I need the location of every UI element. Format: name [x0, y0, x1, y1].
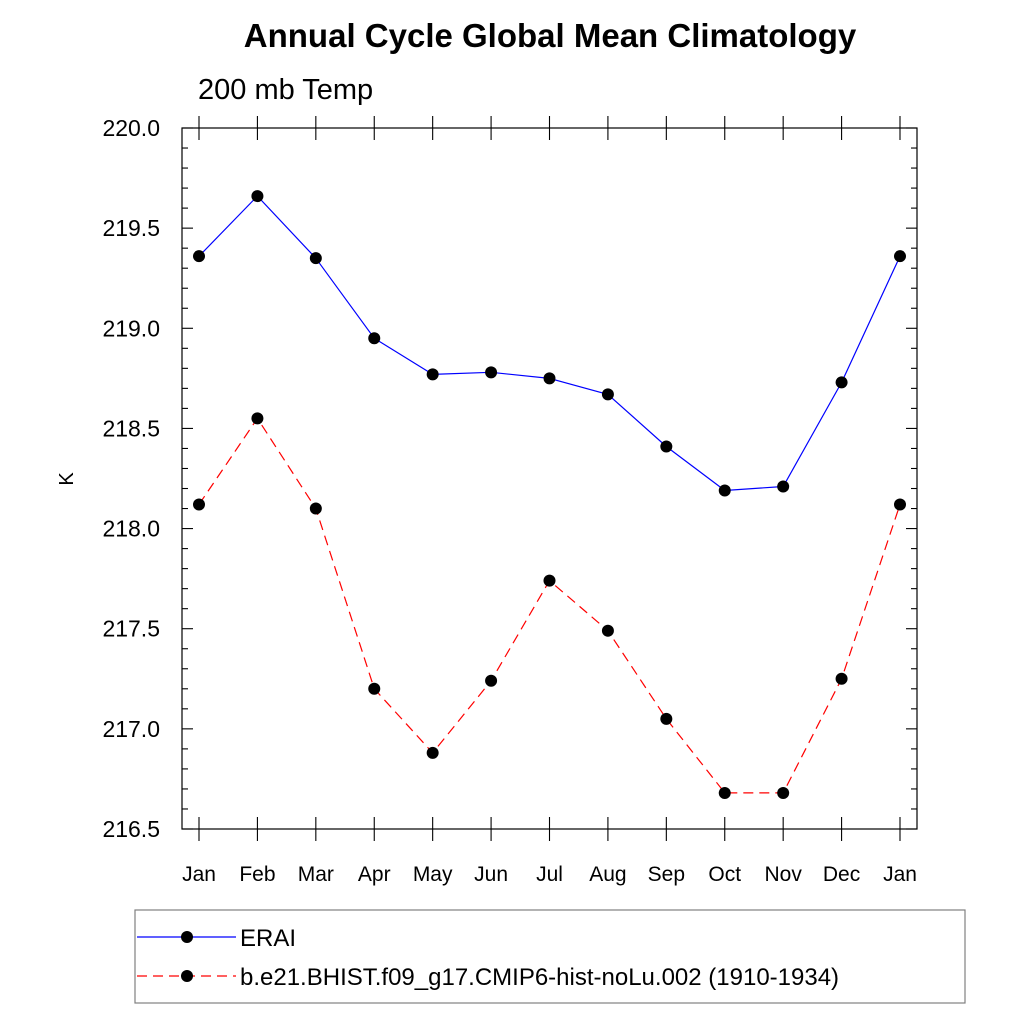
y-axis-label: K — [56, 472, 78, 486]
series-line-1 — [198, 195, 901, 492]
x-tick-label: Nov — [764, 863, 802, 886]
x-tick-label: Jan — [883, 863, 917, 886]
y-tick-label: 219.5 — [102, 215, 160, 241]
legend-label-2: b.e21.BHIST.f09_g17.CMIP6-hist-noLu.002 … — [240, 964, 839, 991]
x-tick-label: May — [413, 863, 453, 886]
series-1-point — [835, 376, 848, 389]
chart-subtitle: 200 mb Temp — [198, 74, 373, 106]
series-2-point — [894, 498, 906, 511]
x-tick-label: Aug — [589, 863, 626, 886]
y-tick-label: 219.0 — [102, 315, 160, 341]
x-tick-label: Dec — [823, 863, 860, 886]
x-tick-label: Apr — [358, 863, 391, 886]
x-tick-label: Mar — [298, 863, 334, 886]
series-2-point — [660, 712, 673, 725]
y-tick-label: 218.5 — [102, 415, 160, 441]
x-tick-label: Sep — [648, 863, 685, 886]
series-2-point — [718, 786, 731, 799]
series-1-point — [193, 250, 205, 263]
x-tick-label: Jan — [182, 863, 216, 886]
series-1-point — [251, 190, 264, 203]
x-tick-label: Jul — [536, 863, 563, 886]
legend-marker-2 — [181, 970, 193, 982]
series-1-point — [368, 332, 381, 345]
series-1-point — [660, 440, 673, 453]
series-1-point — [601, 388, 614, 401]
legend-box — [134, 909, 966, 1004]
series-1-point — [543, 372, 556, 385]
y-tick-label: 220.0 — [102, 115, 160, 141]
axes: 216.5 217.0 217.5 218.0 218.5 219.0 219.5 220.0… — [102, 115, 918, 886]
y-tick-label: 217.5 — [102, 616, 160, 642]
legend-marker-1 — [181, 931, 193, 943]
series-2-point — [601, 624, 614, 637]
series-2-point — [543, 574, 556, 587]
chart-title: Annual Cycle Global Mean Climatology — [244, 17, 857, 54]
series-1-point — [777, 480, 790, 493]
series-layer — [193, 190, 906, 799]
series-1-point — [485, 366, 498, 379]
series-2-point — [193, 498, 205, 511]
series-line-2 — [198, 417, 901, 794]
series-2-point — [426, 746, 439, 759]
series-1-point — [426, 368, 439, 381]
y-tick-label: 216.5 — [102, 816, 160, 842]
series-2-point — [485, 674, 498, 687]
series-1-point — [718, 484, 731, 497]
series-2-point — [835, 672, 848, 685]
x-tick-label: Oct — [708, 863, 741, 886]
y-tick-label: 217.0 — [102, 716, 160, 742]
series-2-point — [368, 682, 381, 695]
legend-label-1: ERAI — [240, 925, 296, 952]
series-2-point — [777, 786, 790, 799]
y-tick-label: 218.0 — [102, 516, 160, 542]
legend: ERAI b.e21.BHIST.f09_g17.CMIP6-hist-noLu.… — [134, 909, 966, 1004]
series-1-point — [309, 252, 322, 265]
series-2-point — [309, 502, 322, 515]
x-tick-label: Jun — [474, 863, 508, 886]
x-tick-label: Feb — [239, 863, 275, 886]
series-2-point — [251, 412, 264, 425]
series-1-point — [894, 250, 906, 263]
